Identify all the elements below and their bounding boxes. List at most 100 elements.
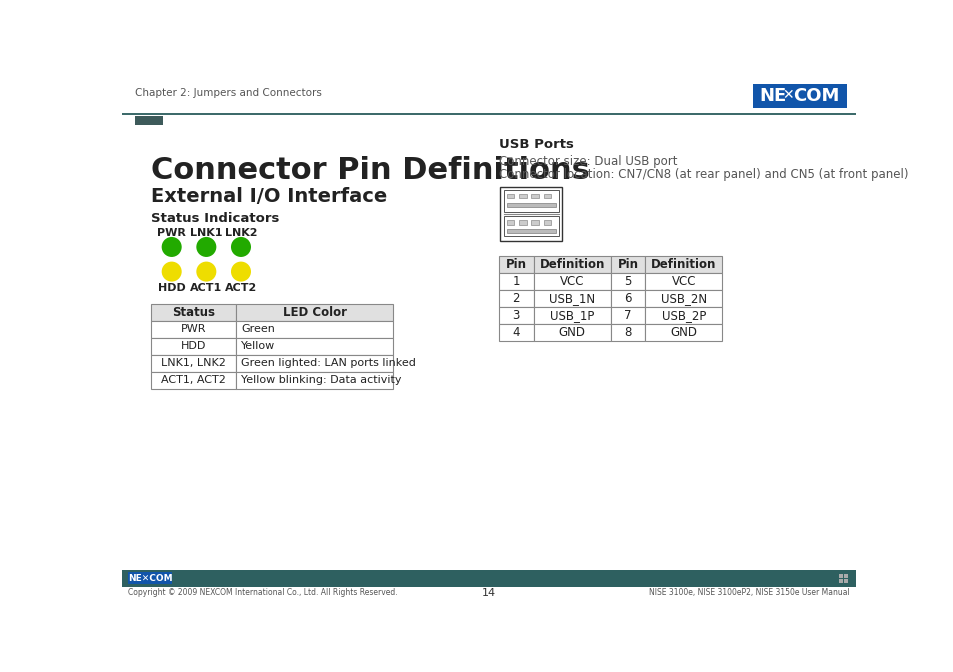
Bar [843, 574, 847, 578]
Text: ✕: ✕ [781, 88, 793, 102]
Bar [506, 194, 514, 198]
Bar [498, 256, 533, 273]
Bar [151, 355, 235, 372]
Circle shape [231, 237, 251, 257]
Text: NE: NE [759, 87, 785, 105]
Circle shape [161, 237, 181, 257]
Bar [533, 324, 610, 341]
Bar [533, 307, 610, 324]
Bar [503, 190, 558, 212]
Text: 5: 5 [623, 275, 631, 288]
Text: Yellow: Yellow [241, 341, 275, 351]
Bar [121, 570, 856, 587]
Text: COM: COM [792, 87, 839, 105]
Text: ACT1, ACT2: ACT1, ACT2 [161, 375, 226, 385]
Text: Pin: Pin [617, 258, 638, 271]
Bar [610, 324, 644, 341]
Text: 2: 2 [512, 292, 519, 305]
Text: USB_2P: USB_2P [660, 309, 705, 322]
Bar [498, 324, 533, 341]
Text: USB_1P: USB_1P [549, 309, 594, 322]
Text: HDD: HDD [157, 283, 186, 293]
Bar [235, 355, 393, 372]
Text: VCC: VCC [671, 275, 696, 288]
Bar [235, 304, 393, 321]
Text: Status Indicators: Status Indicators [151, 212, 279, 224]
Bar [644, 256, 721, 273]
Bar [151, 338, 235, 355]
Circle shape [231, 261, 251, 282]
Bar [843, 579, 847, 583]
Text: Chapter 2: Jumpers and Connectors: Chapter 2: Jumpers and Connectors [135, 88, 322, 98]
Text: PWR: PWR [180, 325, 206, 335]
Bar [506, 220, 514, 224]
Text: Definition: Definition [650, 258, 716, 271]
Text: USB_2N: USB_2N [660, 292, 706, 305]
Text: LNK1: LNK1 [190, 228, 222, 239]
Text: Connector size: Dual USB port: Connector size: Dual USB port [498, 155, 677, 167]
Text: ACT2: ACT2 [225, 283, 257, 293]
Bar [503, 216, 558, 236]
Text: 4: 4 [512, 326, 519, 339]
Text: 6: 6 [623, 292, 631, 305]
Text: Status: Status [172, 306, 214, 319]
Text: Green: Green [241, 325, 274, 335]
Text: 14: 14 [481, 588, 496, 597]
Text: LED Color: LED Color [282, 306, 346, 319]
Bar [135, 116, 163, 125]
Circle shape [196, 237, 216, 257]
Text: Connector Pin Definitions: Connector Pin Definitions [151, 156, 589, 185]
Bar [610, 290, 644, 307]
Bar [644, 307, 721, 324]
Bar [151, 304, 235, 321]
Bar [151, 321, 235, 338]
Bar [506, 203, 556, 207]
Text: 7: 7 [623, 309, 631, 322]
Text: USB_1N: USB_1N [548, 292, 595, 305]
Text: HDD: HDD [180, 341, 206, 351]
Text: External I/O Interface: External I/O Interface [151, 187, 387, 206]
Bar [121, 81, 856, 113]
Bar [533, 273, 610, 290]
Bar [151, 372, 235, 388]
Bar [506, 229, 556, 233]
Bar [610, 256, 644, 273]
Circle shape [161, 261, 181, 282]
Text: Green lighted: LAN ports linked: Green lighted: LAN ports linked [241, 358, 416, 368]
Bar [531, 220, 538, 224]
Text: 8: 8 [623, 326, 631, 339]
Bar [531, 194, 538, 198]
Text: LNK2: LNK2 [225, 228, 257, 239]
Bar [839, 574, 842, 578]
Bar [839, 579, 842, 583]
Text: NISE 3100e, NISE 3100eP2, NISE 3150e User Manual: NISE 3100e, NISE 3100eP2, NISE 3150e Use… [649, 588, 849, 597]
Bar [543, 220, 551, 224]
Bar [500, 187, 561, 241]
Bar [533, 290, 610, 307]
Text: Connector location: CN7/CN8 (at rear panel) and CN5 (at front panel): Connector location: CN7/CN8 (at rear pan… [498, 169, 907, 181]
Text: ACT1: ACT1 [190, 283, 222, 293]
Text: Definition: Definition [538, 258, 604, 271]
Bar [518, 220, 526, 224]
Bar [644, 290, 721, 307]
Text: Pin: Pin [505, 258, 526, 271]
Bar [543, 194, 551, 198]
Bar [644, 324, 721, 341]
Bar [498, 307, 533, 324]
Bar [610, 307, 644, 324]
Text: LNK1, LNK2: LNK1, LNK2 [161, 358, 226, 368]
Text: PWR: PWR [157, 228, 186, 239]
Text: Yellow blinking: Data activity: Yellow blinking: Data activity [241, 375, 401, 385]
Bar [518, 194, 526, 198]
Bar [235, 321, 393, 338]
Text: 1: 1 [512, 275, 519, 288]
Bar [644, 273, 721, 290]
Bar [610, 273, 644, 290]
Bar [128, 572, 172, 584]
Text: GND: GND [558, 326, 585, 339]
Text: 3: 3 [512, 309, 519, 322]
Bar [533, 256, 610, 273]
Text: Copyright © 2009 NEXCOM International Co., Ltd. All Rights Reserved.: Copyright © 2009 NEXCOM International Co… [128, 588, 397, 597]
Bar [121, 113, 856, 114]
Circle shape [196, 261, 216, 282]
